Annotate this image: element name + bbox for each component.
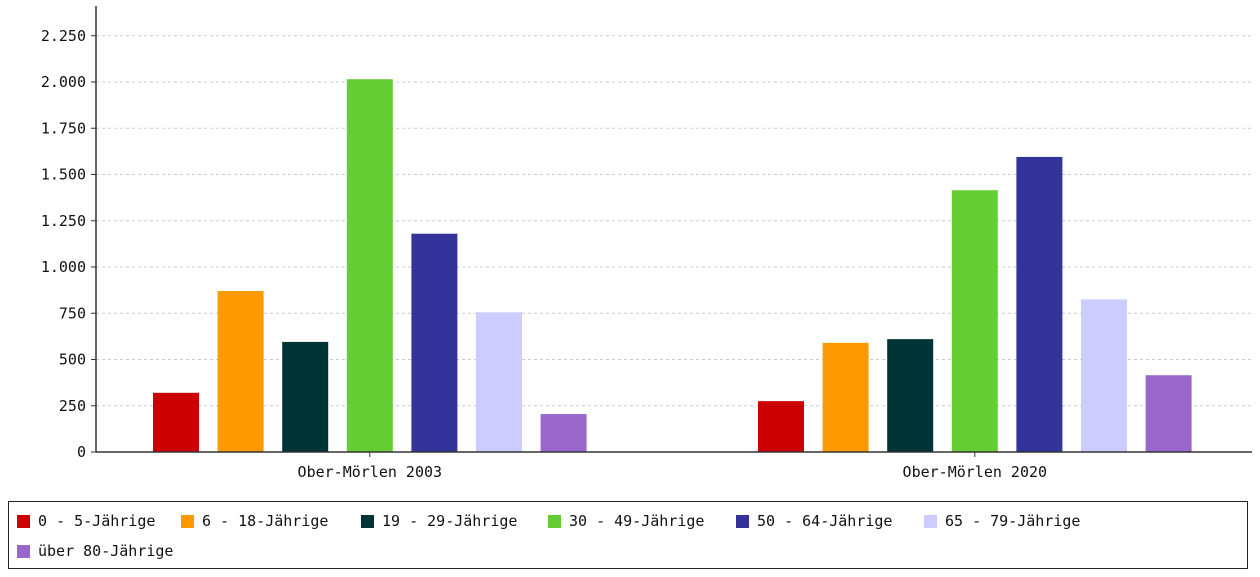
bar: [1016, 156, 1063, 453]
bar: [822, 342, 869, 452]
legend-label: 19 - 29-Jährige: [382, 512, 518, 530]
y-tick-label: 500: [59, 351, 86, 369]
legend-label: 50 - 64-Jährige: [757, 512, 893, 530]
bar: [476, 312, 522, 452]
bar: [346, 79, 393, 452]
bar: [153, 392, 199, 452]
bar: [1081, 299, 1127, 452]
bars: [153, 79, 1192, 453]
y-tick-label: 750: [59, 304, 86, 322]
y-tick-label: 1.000: [41, 258, 86, 276]
bar: [282, 341, 329, 452]
legend-swatch: [548, 515, 561, 528]
y-tick-label: 2.250: [41, 27, 86, 45]
legend-label: 6 - 18-Jährige: [202, 512, 329, 530]
y-tick-label: 1.250: [41, 212, 86, 230]
legend-swatch: [17, 515, 30, 528]
y-axis-ticks: 0 250 500 750 1.000 1.250 1.500 1.750 2.000 2.250: [41, 27, 96, 461]
x-tick-label: Ober-Mörlen 2003: [298, 463, 443, 481]
legend-item: 30 - 49-Jährige: [548, 511, 704, 531]
legend-item: über 80-Jährige: [17, 541, 173, 561]
legend-swatch: [361, 515, 374, 528]
legend-item: 19 - 29-Jährige: [361, 511, 517, 531]
legend-label: über 80-Jährige: [38, 542, 174, 560]
legend-label: 65 - 79-Jährige: [945, 512, 1081, 530]
x-axis-labels: Ober-Mörlen 2003 Ober-Mörlen 2020: [298, 452, 1047, 481]
legend-label: 30 - 49-Jährige: [569, 512, 705, 530]
legend-swatch: [736, 515, 749, 528]
y-tick-label: 250: [59, 397, 86, 415]
legend-item: 6 - 18-Jährige: [181, 511, 328, 531]
x-tick-label: Ober-Mörlen 2020: [903, 463, 1048, 481]
bar: [951, 190, 998, 452]
bar-chart: 0 250 500 750 1.000 1.250 1.500 1.750 2.000 2.250…: [41, 6, 1252, 481]
legend-label: 0 - 5-Jährige: [38, 512, 156, 530]
y-tick-label: 2.000: [41, 73, 86, 91]
y-tick-label: 1.750: [41, 119, 86, 137]
legend: 0 - 5-Jährige 6 - 18-Jährige 19 - 29-Jäh…: [8, 501, 1248, 569]
bar: [217, 291, 264, 452]
legend-swatch: [924, 515, 937, 528]
y-tick-label: 0: [77, 443, 86, 461]
legend-item: 65 - 79-Jährige: [924, 511, 1080, 531]
y-tick-label: 1.500: [41, 166, 86, 184]
legend-item: 50 - 64-Jährige: [736, 511, 892, 531]
bar: [1145, 375, 1192, 452]
legend-swatch: [17, 545, 30, 558]
bar: [758, 401, 804, 452]
bar: [540, 414, 587, 452]
legend-item: 0 - 5-Jährige: [17, 511, 155, 531]
legend-swatch: [181, 515, 194, 528]
bar: [887, 339, 934, 452]
gridlines: [96, 35, 1252, 407]
bar: [411, 233, 458, 452]
